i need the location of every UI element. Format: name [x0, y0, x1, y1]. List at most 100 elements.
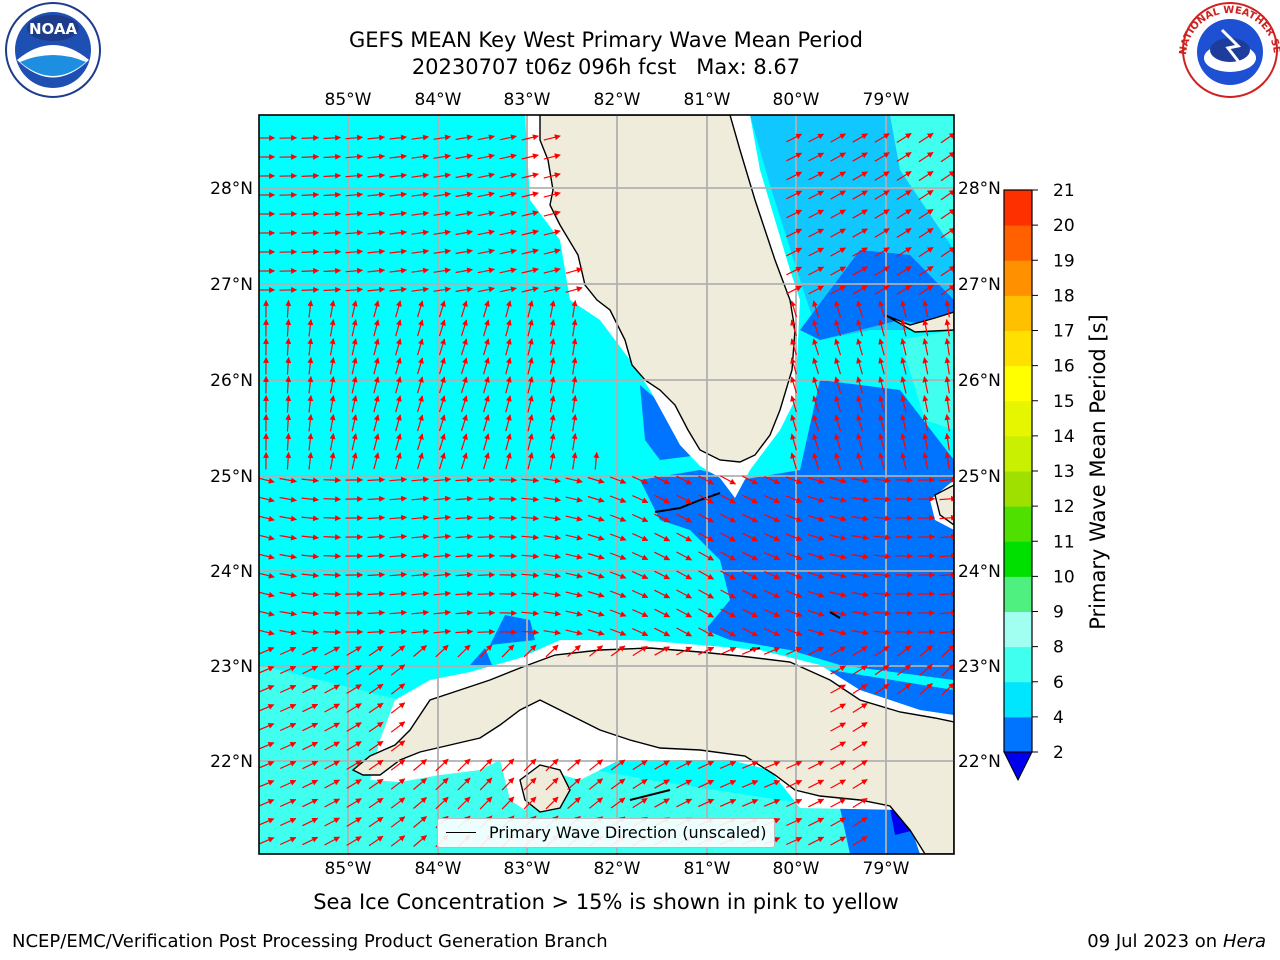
wave-arrow: [368, 702, 384, 714]
wave-arrow: [900, 395, 907, 413]
wave-arrow: [654, 494, 671, 504]
wave-arrow: [346, 684, 362, 694]
wave-arrow: [764, 589, 781, 599]
wave-arrow: [852, 740, 868, 752]
lon-label-top: 84°W: [415, 90, 462, 110]
wave-arrow: [742, 551, 759, 561]
wave-arrow: [851, 496, 869, 503]
wave-arrow: [259, 761, 275, 769]
wave-arrow: [812, 414, 820, 432]
wave-arrow: [543, 172, 561, 179]
wave-arrow: [587, 495, 605, 503]
wave-arrow: [852, 152, 868, 162]
wave-arrow: [852, 759, 868, 771]
wave-arrow: [830, 817, 847, 827]
wave-arrow: [323, 572, 342, 579]
wave-arrow: [279, 665, 297, 675]
wave-arrow: [521, 591, 540, 598]
wave-arrow: [654, 646, 670, 656]
wave-arrow: [940, 265, 954, 277]
wave-arrow: [324, 722, 341, 732]
colorbar-segment: [1004, 190, 1032, 226]
wave-arrow: [367, 153, 386, 160]
wave-arrow: [654, 551, 671, 561]
lon-label-bottom: 80°W: [773, 859, 820, 879]
wave-arrow: [851, 629, 869, 636]
colorbar-segment: [1004, 365, 1032, 402]
wave-arrow: [944, 414, 951, 432]
wave-arrow: [323, 134, 342, 141]
wave-arrow: [301, 534, 319, 541]
wave-arrow: [433, 229, 451, 236]
wave-arrow: [368, 835, 384, 847]
wave-arrow: [351, 395, 358, 413]
wave-arrow: [698, 608, 715, 618]
wave-arrow: [457, 796, 471, 810]
wave-arrow: [587, 590, 605, 598]
wave-arrow: [477, 514, 496, 521]
wave-arrow: [609, 571, 627, 579]
wave-arrow: [433, 571, 452, 578]
wave-arrow: [900, 376, 907, 394]
wave-arrow: [852, 702, 868, 714]
wave-arrow: [323, 610, 342, 617]
wave-arrow: [571, 319, 578, 337]
wave-arrow: [413, 645, 427, 657]
wave-arrow: [323, 210, 342, 217]
wave-arrow: [483, 319, 490, 337]
wave-arrow: [918, 227, 934, 239]
wave-arrow: [545, 777, 559, 791]
legend-line-sample: [446, 832, 476, 833]
wave-arrow: [389, 134, 407, 141]
wave-arrow: [367, 628, 386, 635]
wave-arrow: [499, 172, 517, 179]
colorbar-tick-label: 20: [1053, 216, 1075, 236]
wave-arrow: [521, 229, 539, 236]
wave-arrow: [808, 152, 825, 162]
lon-label-top: 85°W: [325, 90, 372, 110]
wave-arrow: [565, 572, 583, 579]
wave-arrow: [571, 376, 578, 394]
wave-arrow: [785, 609, 803, 617]
wave-arrow: [922, 338, 929, 356]
wave-arrow: [698, 551, 715, 561]
wave-arrow: [830, 285, 847, 295]
wave-arrow: [565, 629, 583, 636]
wave-arrow: [720, 608, 737, 618]
wave-arrow: [390, 664, 406, 676]
wave-arrow: [565, 610, 583, 617]
wave-arrow: [527, 338, 534, 356]
wave-arrow: [345, 191, 364, 198]
wave-arrow: [433, 286, 451, 293]
wave-arrow: [741, 761, 759, 769]
wave-arrow: [830, 741, 847, 751]
wave-arrow: [433, 248, 451, 255]
wave-arrow: [307, 300, 314, 318]
wave-arrow: [346, 722, 362, 732]
wave-arrow: [411, 286, 429, 293]
wave-arrow: [499, 153, 517, 160]
wave-arrow: [505, 319, 512, 337]
wave-arrow: [368, 816, 384, 828]
wave-arrow: [367, 191, 386, 198]
wave-arrow: [567, 796, 581, 810]
wave-arrow: [896, 227, 912, 239]
lat-label-right: 26°N: [958, 371, 1001, 391]
wave-arrow: [807, 571, 825, 579]
wave-arrow: [411, 571, 430, 578]
wave-arrow: [324, 798, 341, 808]
wave-arrow: [455, 552, 474, 559]
wave-arrow: [834, 357, 842, 375]
wave-arrow: [395, 319, 402, 337]
wave-arrow: [654, 589, 671, 599]
wave-arrow: [479, 644, 493, 658]
wave-arrow: [435, 758, 449, 772]
colorbar-tick-label: 19: [1053, 251, 1075, 271]
wave-arrow: [654, 532, 671, 542]
wave-arrow: [676, 494, 693, 504]
wave-arrow: [501, 758, 515, 772]
wave-arrow: [323, 248, 342, 255]
wave-arrow: [631, 532, 649, 542]
wave-arrow: [307, 357, 314, 375]
wave-arrow: [411, 210, 429, 217]
